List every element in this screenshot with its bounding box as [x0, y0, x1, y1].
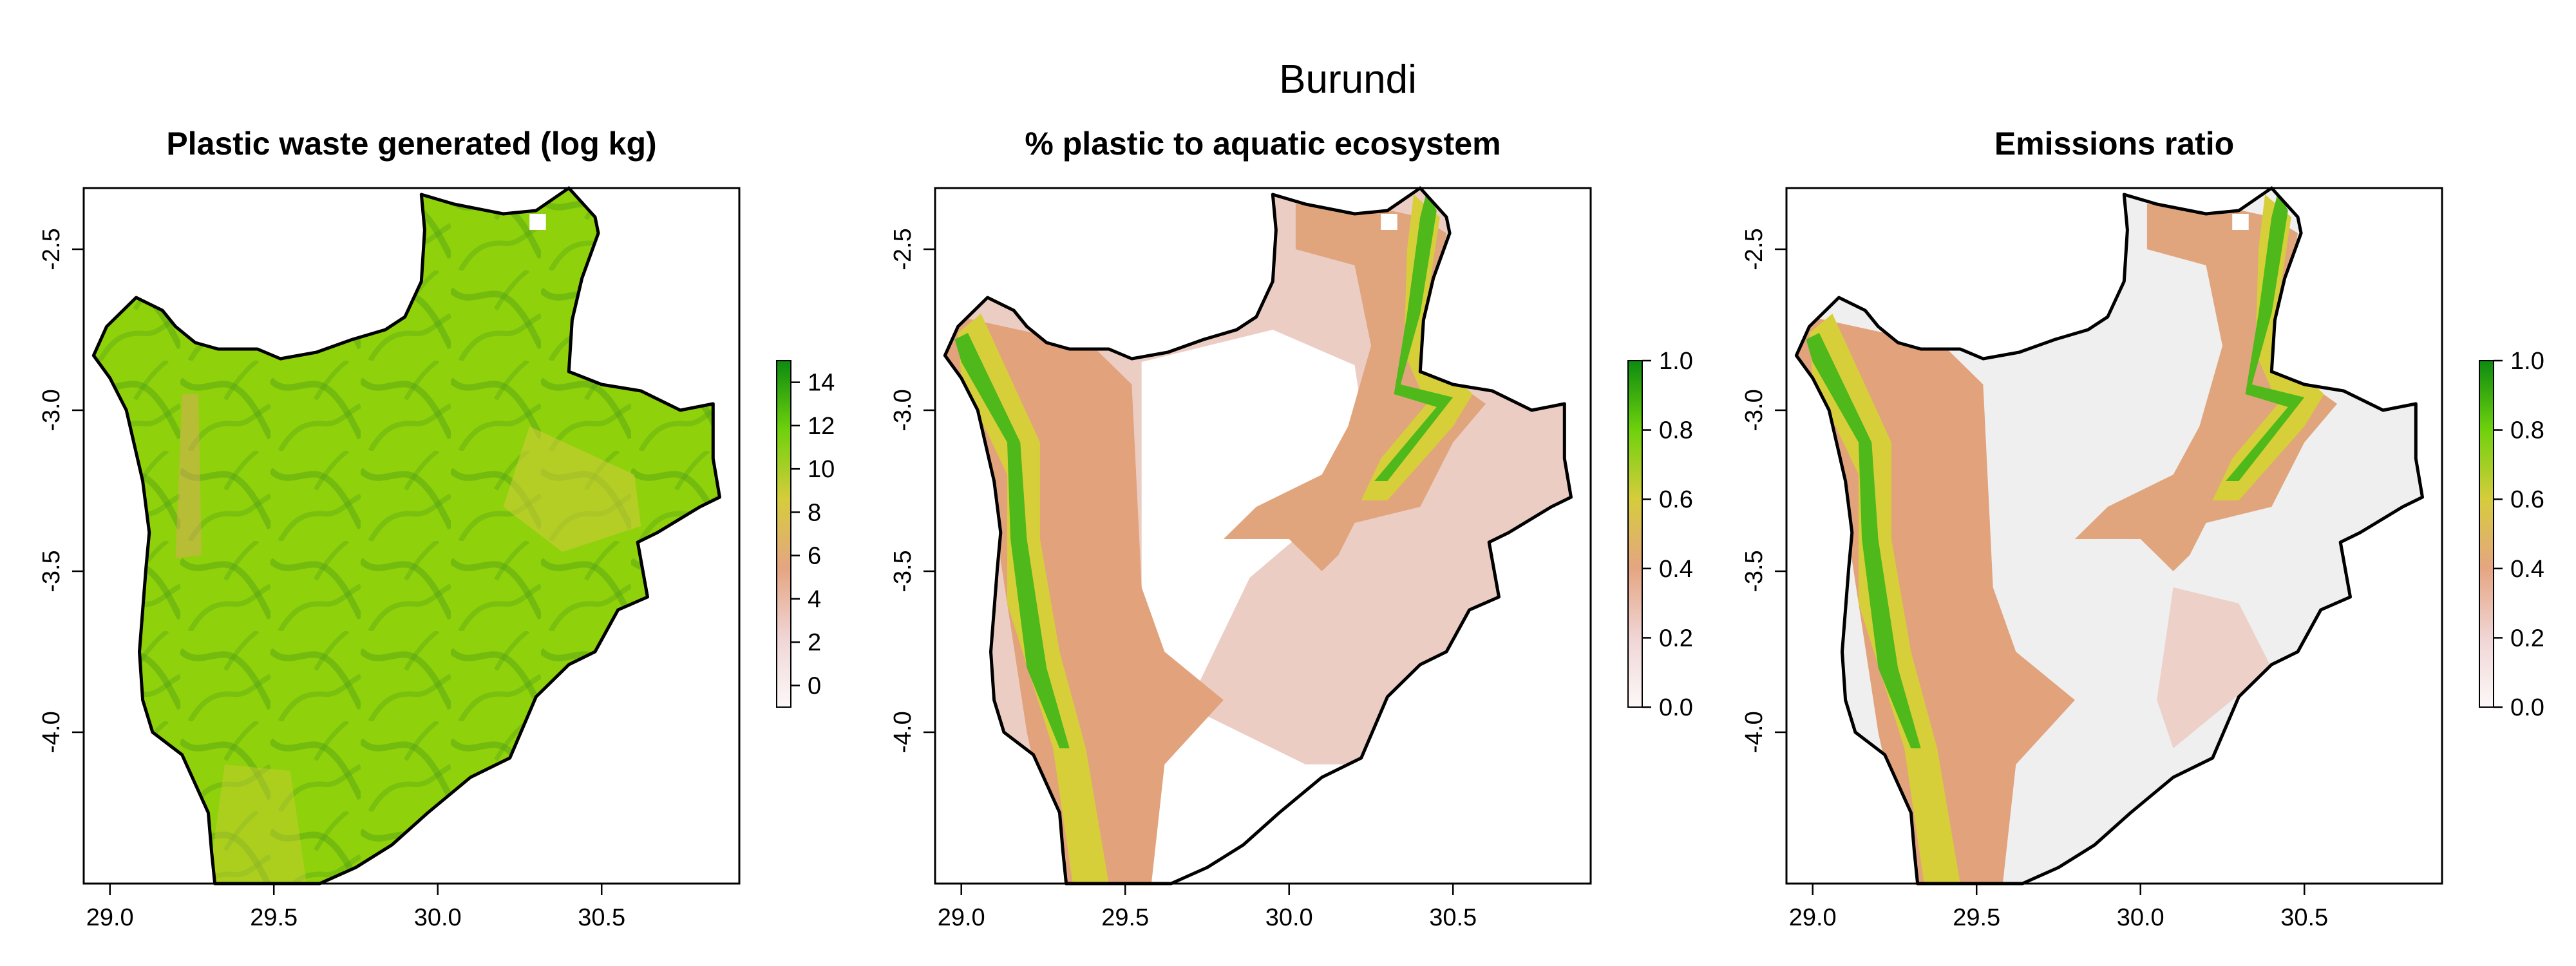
- country-border: [1794, 186, 2424, 886]
- raster-valley-band: [2212, 194, 2324, 500]
- x-tick-label: 29.0: [86, 904, 134, 931]
- legend-tick-label: 0.4: [2510, 556, 2544, 583]
- y-tick-label: -4.0: [1741, 711, 1768, 753]
- map-panel: Plastic waste generated (log kg) 29.0 29.5…: [38, 126, 835, 931]
- legend-tick-label: 0.0: [2510, 694, 2544, 721]
- raster-lakeshore-high: [1806, 333, 1921, 748]
- legend-tick-label: 12: [808, 413, 835, 440]
- x-tick-label: 29.0: [938, 904, 985, 931]
- country-border: [943, 186, 1573, 886]
- legend-tick-label: 1.0: [1659, 348, 1693, 375]
- legend-tick-label: 14: [808, 370, 835, 397]
- x-tick-label: 29.0: [1789, 904, 1837, 931]
- raster-nodata: [529, 214, 546, 230]
- y-tick-label: -3.0: [38, 389, 65, 431]
- x-tick-label: 30.5: [1429, 904, 1477, 931]
- panel-title: Emissions ratio: [1994, 126, 2234, 162]
- legend-colorbar: [2479, 361, 2494, 707]
- plot-frame: [82, 187, 741, 885]
- country-raster: [945, 188, 1571, 884]
- y-tick-label: -2.5: [1741, 228, 1768, 270]
- x-tick-label: 30.5: [2280, 904, 2328, 931]
- legend-tick-label: 0.0: [1659, 694, 1693, 721]
- legend-tick-label: 0: [808, 672, 821, 699]
- raster-nodata: [1381, 214, 1397, 230]
- legend-tick-label: 1.0: [2510, 348, 2544, 375]
- x-tick-label: 30.5: [578, 904, 625, 931]
- country-border: [91, 186, 721, 886]
- x-tick-label: 29.5: [1101, 904, 1149, 931]
- y-tick-label: -4.0: [889, 711, 916, 753]
- y-tick-label: -4.0: [38, 711, 65, 753]
- y-tick-label: -3.5: [1741, 550, 1768, 592]
- x-tick-label: 30.0: [414, 904, 462, 931]
- figure-title: Burundi: [1279, 57, 1417, 102]
- y-tick-label: -3.5: [889, 550, 916, 592]
- raster-south-east: [2157, 587, 2272, 748]
- plot-frame: [1785, 187, 2443, 885]
- panel-title: Plastic waste generated (log kg): [166, 126, 656, 162]
- raster-low-zone: [175, 394, 202, 558]
- legend-tick-label: 8: [808, 499, 821, 526]
- map-panel: Emissions ratio 29.0 29.5 30.0 30.5 -2.5 -3.0 -…: [1741, 126, 2544, 931]
- x-tick-label: 29.5: [250, 904, 298, 931]
- x-tick-label: 30.0: [1265, 904, 1313, 931]
- y-tick-label: -2.5: [38, 228, 65, 270]
- legend-tick-label: 0.8: [2510, 417, 2544, 444]
- legend: 0 2 4 6 8 10 12 14: [776, 360, 835, 708]
- legend-colorbar: [777, 361, 791, 707]
- raster-mid-zone: [208, 764, 307, 884]
- legend-tick-label: 0.4: [1659, 556, 1693, 583]
- raster-nodata: [2232, 214, 2249, 230]
- legend-tick-label: 10: [808, 456, 835, 483]
- legend-frame: [1627, 360, 1643, 708]
- raster-south-east: [1305, 587, 1421, 748]
- y-tick-label: -3.0: [889, 389, 916, 431]
- country-raster: [93, 188, 720, 884]
- plot-frame: [934, 187, 1592, 885]
- legend-tick-label: 0.2: [1659, 625, 1693, 652]
- y-tick-label: -2.5: [889, 228, 916, 270]
- legend-tick-label: 4: [808, 586, 821, 613]
- y-tick-label: -3.5: [38, 550, 65, 592]
- raster-zero-zone: [1125, 716, 1355, 884]
- legend-tick-label: 2: [808, 629, 821, 656]
- raster-valley-high: [2226, 191, 2305, 481]
- raster-valley-band: [1361, 194, 1473, 500]
- raster-mid-zone: [503, 426, 641, 552]
- legend: 0.0 0.2 0.4 0.6 0.8 1.0: [1627, 348, 1693, 721]
- legend-tick-label: 0.2: [2510, 625, 2544, 652]
- map-panel: % plastic to aquatic ecosystem 29.0 29.5 30…: [889, 126, 1693, 931]
- legend: 0.0 0.2 0.4 0.6 0.8 1.0: [2479, 348, 2544, 721]
- raster-valley-high: [1374, 191, 1454, 481]
- raster-lakeshore-high: [954, 333, 1070, 748]
- legend-tick-label: 6: [808, 543, 821, 570]
- legend-tick-label: 0.6: [2510, 486, 2544, 513]
- x-tick-label: 30.0: [2117, 904, 2164, 931]
- panel-title: % plastic to aquatic ecosystem: [1025, 126, 1501, 162]
- legend-colorbar: [1628, 361, 1642, 707]
- legend-tick-label: 0.6: [1659, 486, 1693, 513]
- country-raster: [1796, 188, 2423, 884]
- legend-tick-label: 0.8: [1659, 417, 1693, 444]
- legend-frame: [2479, 360, 2494, 708]
- y-tick-label: -3.0: [1741, 389, 1768, 431]
- x-tick-label: 29.5: [1953, 904, 2000, 931]
- legend-frame: [776, 360, 791, 708]
